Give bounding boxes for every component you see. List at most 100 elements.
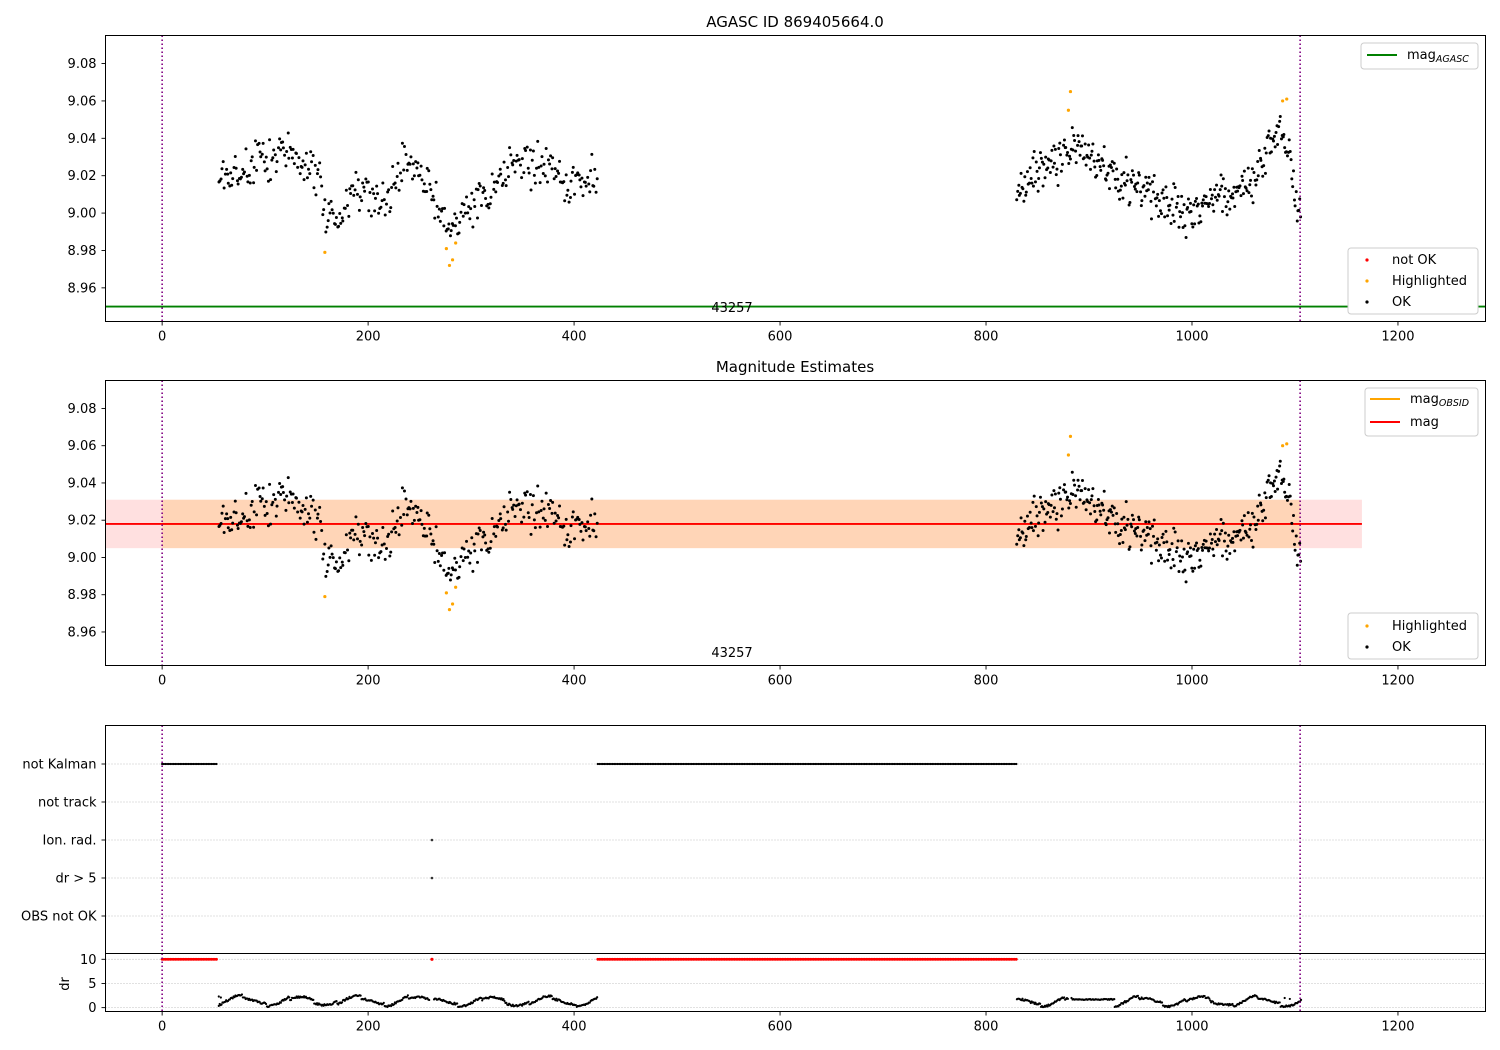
flag-point <box>202 762 205 766</box>
flag-point <box>712 762 715 766</box>
flag-point <box>725 762 728 766</box>
ok-point <box>278 481 282 485</box>
flag-point <box>909 762 912 766</box>
ok-point <box>1241 523 1245 527</box>
ok-point <box>1224 549 1228 553</box>
ok-point <box>490 172 494 176</box>
ok-point <box>507 519 511 523</box>
ok-point <box>453 568 457 572</box>
flag-point <box>746 762 749 766</box>
flag-point <box>731 762 734 766</box>
ok-point <box>384 202 388 206</box>
ok-point <box>1278 115 1282 119</box>
flag-point <box>741 762 744 766</box>
ok-point <box>499 172 503 176</box>
ok-point <box>1174 550 1178 554</box>
ok-point <box>221 160 225 164</box>
ok-point <box>1115 511 1119 515</box>
legend-mag-main: mag <box>1407 48 1436 63</box>
ok-point <box>265 167 269 171</box>
ok-point <box>418 173 422 177</box>
ok-point <box>1294 534 1298 538</box>
flag-point <box>838 762 842 766</box>
ok-point <box>313 508 317 512</box>
ok-point <box>562 524 566 528</box>
ok-point <box>1058 486 1062 490</box>
flag-point <box>679 762 682 766</box>
ok-point <box>319 519 323 523</box>
ok-point <box>396 506 400 510</box>
flag-point <box>430 876 434 880</box>
ok-point <box>1146 188 1150 192</box>
ok-point <box>1199 220 1203 224</box>
ok-point <box>351 184 355 188</box>
ok-point <box>1186 205 1190 209</box>
ok-point <box>583 180 587 184</box>
ok-point <box>305 520 309 524</box>
ok-point <box>1078 498 1082 502</box>
legend-mag-main: mag <box>1410 392 1439 407</box>
ok-point <box>537 165 541 169</box>
ok-point <box>1034 505 1038 509</box>
ok-point <box>587 182 591 186</box>
flag-point <box>894 762 898 766</box>
dr-point <box>527 1000 530 1003</box>
ok-point <box>589 169 593 173</box>
ok-point <box>1154 204 1158 208</box>
ok-point <box>436 215 440 219</box>
flag-point <box>949 762 952 766</box>
ok-point <box>527 516 531 520</box>
dr-point <box>347 997 350 1000</box>
ok-point <box>337 569 341 573</box>
ok-point <box>1287 138 1291 142</box>
ok-point <box>1157 214 1161 218</box>
dr-point <box>520 1004 524 1007</box>
ok-point <box>395 175 399 179</box>
ok-point <box>1283 146 1287 150</box>
x-tick-label: 800 <box>974 674 999 689</box>
dr-point <box>390 1004 393 1008</box>
legend-label-highlighted: Highlighted <box>1392 274 1467 289</box>
ok-point <box>327 202 331 206</box>
ok-point <box>310 504 314 508</box>
ok-point <box>492 532 496 536</box>
highlighted-point <box>323 250 327 254</box>
ok-point <box>1162 196 1166 200</box>
highlighted-point <box>444 246 448 251</box>
dr-point <box>359 994 362 997</box>
ok-point <box>502 505 506 509</box>
ok-point <box>226 517 230 521</box>
ok-point <box>377 556 381 560</box>
ok-point <box>369 214 373 218</box>
ok-point <box>1249 178 1253 182</box>
ok-point <box>490 516 494 520</box>
dr-point <box>471 1001 475 1004</box>
ok-point <box>387 532 391 536</box>
ok-point <box>1088 501 1092 505</box>
ok-point <box>425 534 429 538</box>
ok-point <box>429 532 433 536</box>
ok-point <box>440 554 444 558</box>
flag-point <box>606 762 609 766</box>
flag-point <box>761 762 764 766</box>
y-axis-label-dr: dr <box>58 977 73 991</box>
ok-point <box>231 177 235 181</box>
ok-point <box>565 193 569 197</box>
ok-point <box>1189 554 1193 558</box>
flag-point <box>758 762 761 766</box>
flag-point <box>960 762 964 766</box>
ok-point <box>363 189 367 193</box>
ok-point <box>1193 566 1197 570</box>
flag-point <box>861 762 865 766</box>
ok-point <box>1186 541 1190 545</box>
flag-point <box>998 762 1001 766</box>
ok-point <box>551 500 555 504</box>
ok-point <box>303 163 307 167</box>
flag-point <box>952 762 955 766</box>
ok-point <box>252 165 256 169</box>
x-tick-label: 0 <box>158 1020 166 1035</box>
ok-point <box>244 491 248 495</box>
ok-point <box>476 532 480 536</box>
ok-point <box>1043 520 1047 524</box>
flag-point <box>975 762 978 766</box>
